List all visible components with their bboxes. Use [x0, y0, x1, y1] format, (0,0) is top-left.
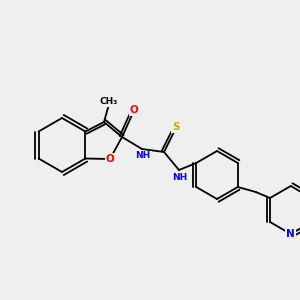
Text: O: O — [106, 154, 114, 164]
Text: NH: NH — [172, 172, 188, 182]
Text: NH: NH — [135, 152, 151, 160]
Text: S: S — [172, 122, 180, 132]
Text: N: N — [286, 229, 295, 239]
Text: CH₃: CH₃ — [100, 98, 118, 106]
Text: O: O — [130, 105, 138, 115]
